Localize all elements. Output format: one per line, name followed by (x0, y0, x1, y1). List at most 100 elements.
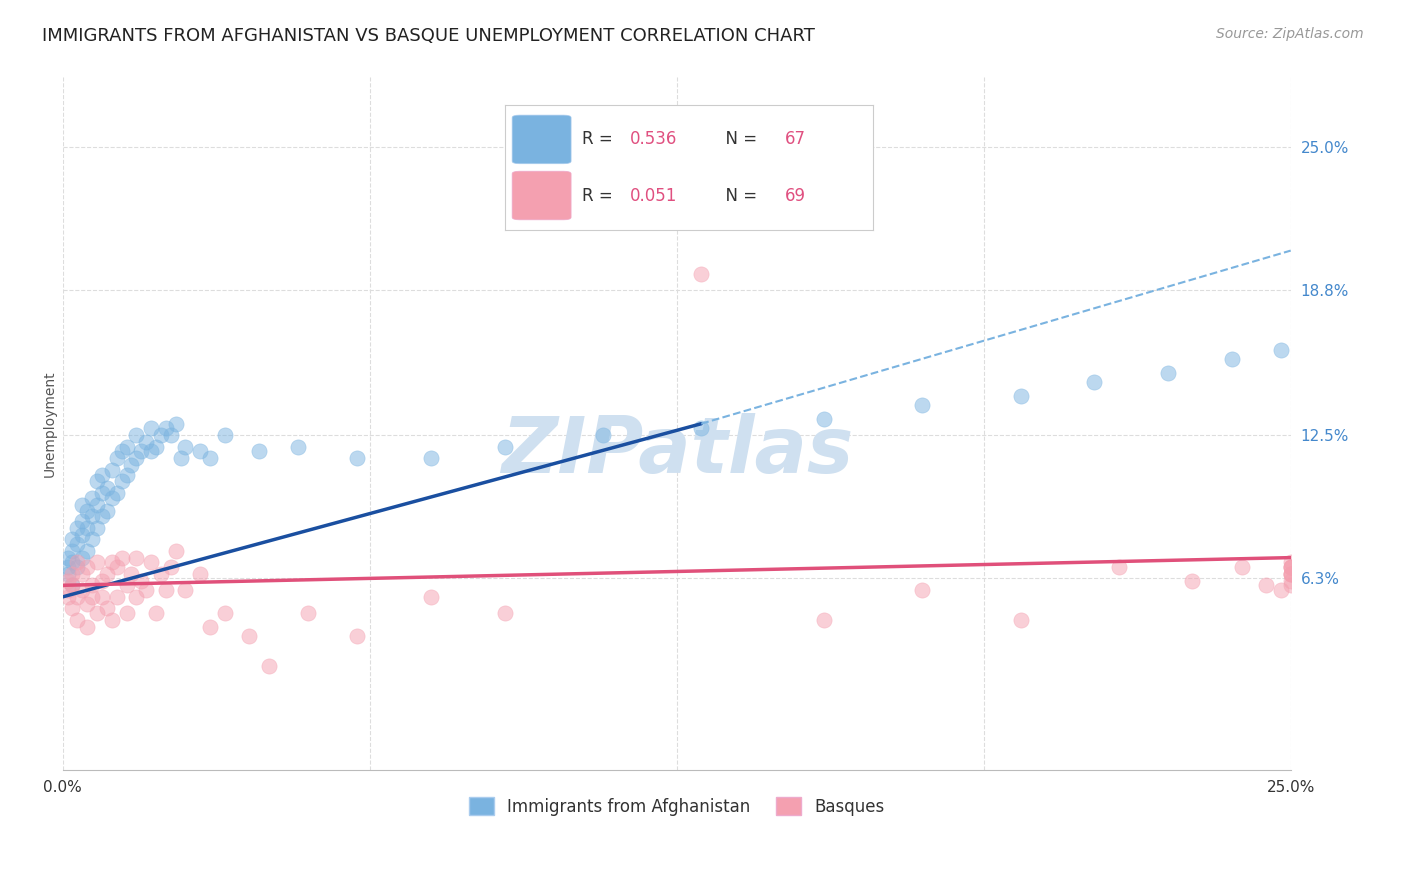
Point (592, 209, 614, 223)
Point (91, 574, 114, 588)
Point (66, 555, 89, 569)
Point (76, 504, 98, 518)
Point (56, 582, 79, 597)
Point (56, 574, 79, 588)
Point (813, 613, 835, 627)
Point (86, 555, 108, 569)
Point (91, 509, 114, 524)
Point (105, 559, 128, 574)
Point (592, 428, 614, 442)
Point (139, 444, 162, 458)
Point (115, 578, 138, 592)
Point (135, 582, 157, 597)
Point (56, 550, 79, 565)
Point (72, 550, 94, 565)
Point (165, 543, 187, 558)
Point (813, 412, 835, 426)
Point (105, 590, 128, 604)
Point (66, 559, 89, 574)
Point (111, 550, 134, 565)
Point (125, 590, 148, 604)
Point (62, 543, 84, 558)
Point (62, 566, 84, 581)
Point (86, 520, 108, 534)
Point (145, 440, 167, 454)
Point (1279, 566, 1302, 581)
Point (76, 520, 98, 534)
Point (86, 606, 108, 620)
Point (66, 520, 89, 534)
Point (105, 451, 128, 466)
Point (115, 440, 138, 454)
Point (76, 543, 98, 558)
Point (287, 440, 309, 454)
Point (1279, 574, 1302, 588)
Point (149, 428, 172, 442)
Point (101, 613, 124, 627)
Point (1279, 578, 1302, 592)
Point (1270, 343, 1292, 357)
Point (1010, 389, 1032, 403)
Point (174, 440, 197, 454)
Point (56, 559, 79, 574)
Point (1256, 578, 1278, 592)
Point (1181, 574, 1204, 588)
Point (135, 435, 157, 450)
Point (56, 566, 79, 581)
Point (91, 590, 114, 604)
Point (96, 504, 118, 518)
Point (346, 629, 368, 643)
Point (72, 514, 94, 528)
Point (111, 444, 134, 458)
Point (169, 451, 191, 466)
Point (66, 537, 89, 551)
Text: ZIPatlas: ZIPatlas (501, 413, 853, 490)
Point (76, 620, 98, 634)
Point (198, 620, 221, 634)
Point (82, 578, 104, 592)
Point (1279, 559, 1302, 574)
Point (494, 440, 516, 454)
Point (155, 421, 177, 435)
Point (690, 421, 713, 435)
Point (198, 451, 221, 466)
Point (1230, 559, 1253, 574)
Point (690, 267, 713, 281)
Point (125, 550, 148, 565)
Point (86, 498, 108, 512)
Point (62, 555, 84, 569)
Point (62, 601, 84, 615)
Point (149, 566, 172, 581)
Point (1220, 352, 1243, 367)
Point (1279, 566, 1302, 581)
Point (1010, 613, 1032, 627)
Point (115, 606, 138, 620)
Point (82, 532, 104, 546)
Point (101, 463, 124, 477)
Point (86, 475, 108, 489)
Legend: Immigrants from Afghanistan, Basques: Immigrants from Afghanistan, Basques (461, 789, 893, 824)
Y-axis label: Unemployment: Unemployment (44, 370, 58, 477)
Point (111, 475, 134, 489)
Point (129, 444, 152, 458)
Point (91, 467, 114, 482)
Point (297, 606, 319, 620)
Point (420, 590, 443, 604)
Point (105, 486, 128, 500)
Point (101, 491, 124, 505)
Point (66, 613, 89, 627)
Point (96, 601, 118, 615)
Point (1279, 555, 1302, 569)
Point (214, 606, 236, 620)
Point (72, 498, 94, 512)
Text: Source: ZipAtlas.com: Source: ZipAtlas.com (1216, 27, 1364, 41)
Point (1270, 582, 1292, 597)
Point (188, 566, 211, 581)
Point (165, 417, 187, 431)
Point (72, 566, 94, 581)
Point (82, 509, 104, 524)
Point (120, 566, 142, 581)
Point (494, 606, 516, 620)
Point (1279, 559, 1302, 574)
Point (62, 578, 84, 592)
